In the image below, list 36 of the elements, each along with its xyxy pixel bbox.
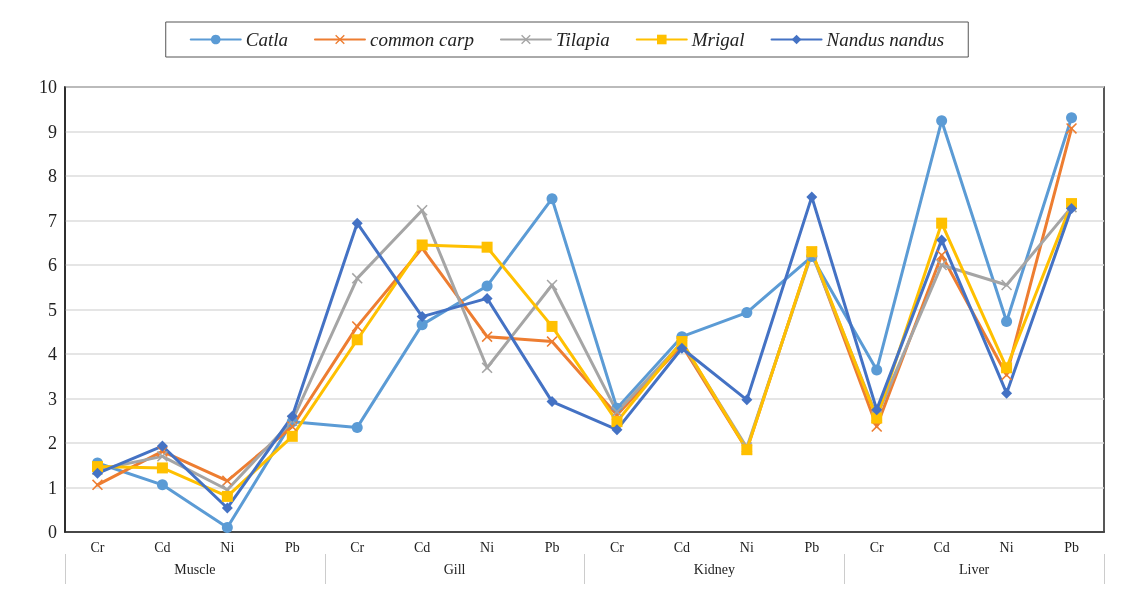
legend-label: common carp bbox=[369, 29, 474, 50]
x-tick-label: Cd bbox=[933, 539, 950, 555]
y-tick-label: 6 bbox=[48, 255, 57, 275]
y-tick-label: 1 bbox=[48, 477, 57, 498]
y-tick-label: 8 bbox=[48, 166, 57, 186]
legend-label: Nandus nandus bbox=[825, 29, 945, 50]
y-tick-label: 2 bbox=[48, 433, 57, 453]
y-tick-label: 5 bbox=[48, 299, 57, 320]
x-tick-label: Cr bbox=[90, 539, 105, 555]
x-tick-label: Ni bbox=[739, 539, 754, 555]
y-tick-label: 3 bbox=[48, 388, 57, 409]
x-tick-label: Cr bbox=[869, 539, 885, 555]
text: Gill bbox=[443, 561, 466, 577]
x-tick-label: Cr bbox=[350, 539, 365, 555]
y-tick-label: 7 bbox=[48, 210, 57, 231]
legend-label: Tilapia bbox=[555, 29, 610, 50]
x-tick-label: Cd bbox=[673, 539, 691, 555]
text: Kidney bbox=[693, 561, 735, 577]
x-tick-label: Cd bbox=[154, 539, 171, 555]
legend-label: Catla bbox=[245, 29, 288, 50]
x-tick-label: Ni bbox=[220, 539, 235, 555]
x-tick-label: Cr bbox=[609, 539, 625, 555]
x-tick-label: Ni bbox=[480, 539, 495, 555]
y-tick-label: 10 bbox=[39, 77, 57, 97]
y-tick-label: 4 bbox=[48, 344, 57, 364]
text: Liver bbox=[958, 561, 990, 577]
text: Muscle bbox=[174, 561, 216, 577]
y-tick-label: 0 bbox=[48, 522, 57, 542]
x-tick-label: Ni bbox=[999, 539, 1014, 555]
x-tick-label: Pb bbox=[804, 539, 820, 555]
legend-label: Mrigal bbox=[690, 29, 745, 50]
y-tick-label: 9 bbox=[48, 121, 57, 142]
x-tick-label: Pb bbox=[284, 539, 300, 555]
x-tick-label: Cd bbox=[413, 539, 431, 555]
x-tick-label: Pb bbox=[1064, 539, 1079, 555]
x-tick-label: Pb bbox=[544, 539, 560, 555]
